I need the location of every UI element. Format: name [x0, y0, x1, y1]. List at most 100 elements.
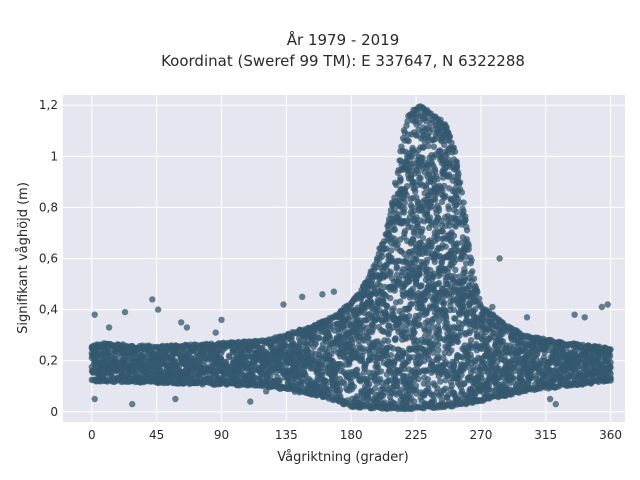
data-point	[312, 339, 319, 346]
data-point	[510, 375, 517, 382]
data-point	[434, 385, 441, 392]
data-point	[472, 283, 479, 291]
data-point	[451, 148, 459, 155]
data-point	[387, 352, 395, 359]
data-point	[390, 305, 397, 312]
data-point	[444, 372, 451, 380]
data-point	[419, 154, 426, 162]
data-point	[360, 345, 367, 352]
data-point	[411, 398, 418, 405]
data-point	[467, 254, 474, 261]
data-point	[442, 243, 449, 250]
data-point	[574, 364, 581, 372]
data-point	[489, 303, 496, 311]
data-point	[450, 363, 458, 370]
data-point	[374, 363, 381, 370]
data-point	[458, 189, 466, 196]
data-point	[455, 171, 462, 178]
data-point	[461, 274, 468, 281]
data-point	[552, 400, 559, 408]
x-tick-label: 315	[534, 428, 557, 442]
data-point	[391, 226, 398, 233]
data-point	[581, 314, 588, 321]
data-point	[397, 386, 404, 394]
data-point	[604, 301, 611, 308]
data-point	[442, 385, 449, 392]
data-point	[366, 381, 373, 388]
data-point	[391, 359, 398, 366]
data-point	[470, 364, 477, 371]
data-point	[412, 386, 420, 394]
data-point	[571, 311, 578, 318]
data-point	[419, 234, 427, 242]
data-point	[453, 158, 460, 165]
data-point	[496, 255, 503, 262]
data-point	[423, 209, 431, 216]
data-point	[467, 259, 474, 267]
data-point	[499, 338, 507, 345]
data-point	[452, 315, 459, 322]
data-point	[460, 199, 467, 206]
y-tick-label: 0,8	[39, 200, 58, 214]
data-point	[218, 316, 225, 323]
x-tick-label: 180	[340, 428, 363, 442]
data-point	[485, 385, 492, 393]
data-point	[454, 240, 461, 247]
data-point	[441, 182, 448, 190]
data-point	[137, 365, 145, 372]
data-point	[528, 374, 535, 381]
data-point	[439, 187, 446, 195]
data-point	[456, 273, 463, 280]
data-point	[434, 341, 442, 348]
data-point	[448, 347, 455, 354]
data-point	[247, 398, 254, 405]
data-point	[408, 300, 416, 308]
data-point	[106, 348, 114, 355]
data-point	[105, 324, 113, 331]
data-point	[410, 207, 418, 214]
data-point	[462, 213, 469, 220]
data-point	[435, 207, 443, 214]
data-point	[154, 306, 162, 313]
chart-subtitle: Koordinat (Sweref 99 TM): E 337647, N 63…	[161, 52, 525, 70]
data-point	[607, 370, 614, 377]
data-point	[384, 303, 391, 311]
y-tick-label: 0,6	[39, 252, 58, 266]
data-point	[417, 174, 424, 182]
data-point	[415, 169, 422, 176]
data-point	[419, 206, 426, 213]
data-point	[330, 288, 338, 295]
data-point	[385, 331, 392, 338]
data-point	[523, 314, 531, 321]
data-point	[319, 291, 326, 298]
data-point	[454, 338, 461, 345]
data-point	[381, 291, 389, 298]
data-point	[464, 364, 471, 371]
data-point	[212, 329, 219, 336]
data-point	[384, 337, 392, 345]
data-point	[346, 313, 354, 320]
x-tick-label: 270	[469, 428, 492, 442]
data-point	[419, 226, 426, 233]
data-point	[410, 330, 417, 337]
data-point	[458, 371, 465, 379]
data-point	[450, 232, 458, 239]
data-point	[389, 345, 397, 352]
data-point	[409, 285, 417, 292]
data-point	[394, 241, 401, 248]
data-point	[326, 334, 333, 341]
x-tick-label: 0	[88, 428, 96, 442]
data-point	[392, 335, 399, 342]
data-point	[434, 235, 441, 243]
data-point	[408, 153, 415, 160]
data-point	[445, 203, 452, 210]
data-point	[443, 123, 450, 130]
data-point	[462, 260, 470, 267]
data-point	[404, 118, 411, 125]
data-point	[413, 256, 420, 263]
data-point	[401, 205, 408, 212]
data-point	[448, 139, 455, 146]
data-point	[352, 367, 360, 374]
data-point	[393, 263, 401, 271]
